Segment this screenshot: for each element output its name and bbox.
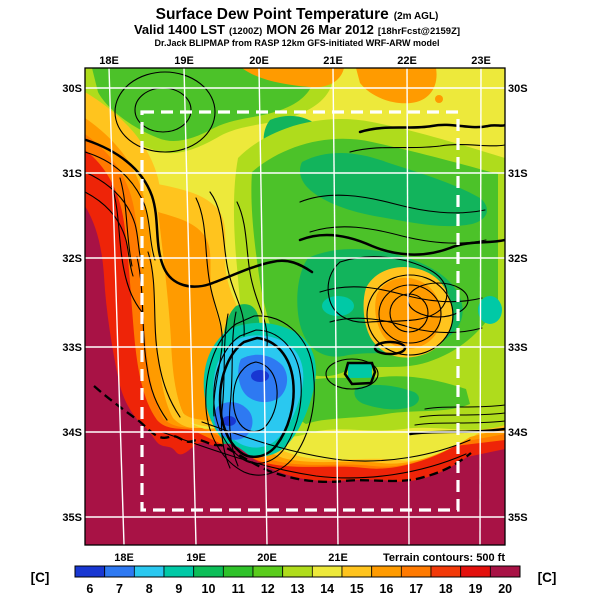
colorbar-segment [193, 565, 224, 578]
left-axis-label: 30S [62, 83, 82, 95]
chart-title-main: Surface Dew Point Temperature [156, 6, 390, 23]
colorbar-segment [400, 565, 432, 578]
colorbar-tick: 13 [291, 582, 305, 596]
right-axis-label: 33S [508, 342, 528, 354]
colorbar-segment [252, 565, 284, 578]
right-axis-label: 30S [508, 83, 528, 95]
left-axis-label: 31S [62, 168, 82, 180]
left-axis-label: 34S [62, 427, 82, 439]
colorbar-tick: 6 [86, 582, 93, 596]
colorbar-segment [222, 565, 254, 578]
left-axis-label: 35S [62, 512, 82, 524]
colorbar-segment [460, 565, 491, 578]
colorbar: [C] [C] 6 7 8 9 10 11 12 13 14 15 16 17 … [31, 565, 557, 596]
colorbar-segment [133, 565, 165, 578]
colorbar-tick: 18 [439, 582, 453, 596]
colorbar-tick: 8 [146, 582, 153, 596]
region-ocean [85, 206, 505, 545]
colorbar-unit-right: [C] [538, 570, 557, 585]
colorbar-tick: 20 [498, 582, 512, 596]
bottom-axis-label: 18E [114, 552, 134, 564]
colorbar-tick: 10 [202, 582, 216, 596]
map-plot [85, 68, 505, 545]
top-axis-label: 19E [174, 55, 194, 67]
top-axis-label: 23E [471, 55, 491, 67]
colorbar-segment [74, 565, 106, 578]
chart-title: Surface Dew Point Temperature (2m AGL) [156, 6, 439, 23]
valid-time-line: Valid 1400 LST (1200Z) MON 26 Mar 2012 [18h… [134, 22, 460, 37]
colorbar-tick: 16 [380, 582, 394, 596]
colorbar-segment [104, 565, 135, 578]
right-axis-label: 31S [508, 168, 528, 180]
top-axis-label: 18E [99, 55, 119, 67]
colorbar-tick: 19 [469, 582, 483, 596]
colorbar-unit-left: [C] [31, 570, 50, 585]
right-axis-label: 32S [508, 253, 528, 265]
chart-title-suffix: (2m AGL) [394, 11, 439, 22]
colorbar-tick: 15 [350, 582, 364, 596]
bottom-axis-label: 19E [186, 552, 206, 564]
colorbar-tick: 7 [116, 582, 123, 596]
bottom-axis-label: 21E [328, 552, 348, 564]
colorbar-tick: 12 [261, 582, 275, 596]
colorbar-tick: 14 [320, 582, 334, 596]
top-axis-label: 22E [397, 55, 417, 67]
left-axis-label: 33S [62, 342, 82, 354]
title-block: Surface Dew Point Temperature (2m AGL) Va… [134, 6, 460, 48]
right-axis-label: 34S [508, 427, 528, 439]
latlon-grid [85, 68, 505, 545]
coastline-dashed-contour [93, 385, 472, 484]
colorbar-segment [371, 565, 402, 578]
colorbar-segment [430, 565, 462, 578]
colorbar-tick: 11 [232, 582, 245, 596]
left-axis-label: 32S [62, 253, 82, 265]
axis-labels: 18E 19E 20E 21E 22E 23E 18E 19E 20E 21E … [62, 55, 527, 564]
colorbar-tick: 9 [175, 582, 182, 596]
colorbar-segment [282, 565, 313, 578]
colorbar-segment [489, 565, 521, 578]
top-axis-label: 21E [323, 55, 343, 67]
terrain-contours-major [85, 123, 505, 459]
region-top-orange-patches [242, 68, 443, 104]
right-axis-label: 35S [508, 512, 528, 524]
colorbar-segment [341, 565, 373, 578]
top-axis-label: 20E [249, 55, 269, 67]
map-border [84, 67, 506, 546]
bottom-axis-label: 20E [257, 552, 277, 564]
colorbar-segment [311, 565, 343, 578]
colorbar-tick: 17 [409, 582, 423, 596]
colorbar-outline [74, 565, 521, 578]
model-domain-box [140, 110, 460, 512]
model-credit-line: Dr.Jack BLIPMAP from RASP 12km GFS-initi… [154, 38, 439, 48]
terrain-note: Terrain contours: 500 ft [383, 552, 505, 564]
colorbar-segment [163, 565, 195, 578]
